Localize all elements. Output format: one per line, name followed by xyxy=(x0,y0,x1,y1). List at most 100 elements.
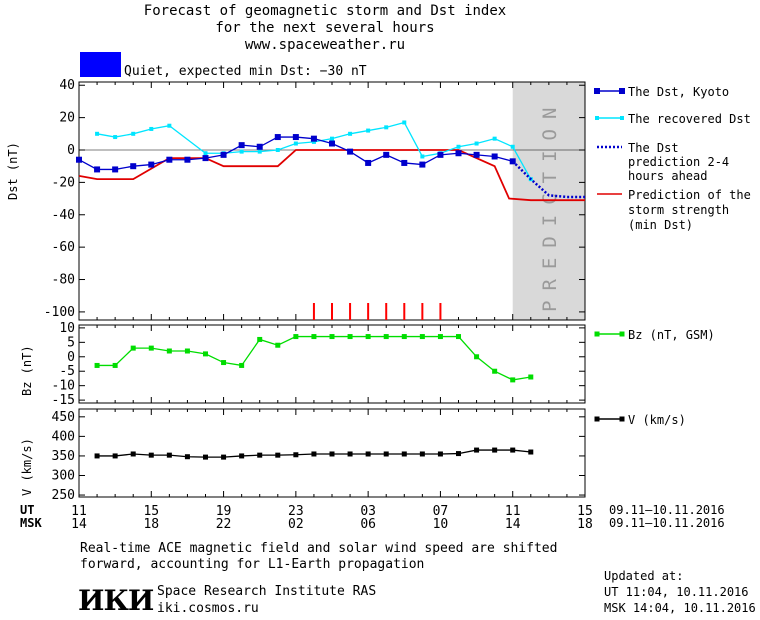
bz-point xyxy=(347,334,353,340)
recovered-dst-point xyxy=(492,136,497,141)
y-tick-label: -40 xyxy=(52,208,75,223)
msk-label: MSK xyxy=(20,516,42,530)
y-tick-label: 10 xyxy=(59,321,75,336)
y-tick-label: 0 xyxy=(67,350,75,365)
updated-msk: MSK 14:04, 10.11.2016 xyxy=(604,601,756,615)
bz-point xyxy=(130,345,136,351)
ut-tick-label: 19 xyxy=(216,504,232,519)
bz-point xyxy=(112,362,118,368)
y-tick-label: 300 xyxy=(52,468,75,483)
msk-tick-label: 14 xyxy=(505,517,521,532)
y-tick-label: 250 xyxy=(52,488,75,503)
ut-label: UT xyxy=(20,503,35,517)
v-point xyxy=(474,447,480,453)
y-tick-label: 5 xyxy=(67,335,75,350)
dst-point xyxy=(220,151,227,158)
bz-point xyxy=(528,374,534,380)
dst-point xyxy=(509,158,516,165)
v-point xyxy=(492,447,498,453)
site-url: www.spaceweather.ru xyxy=(244,37,406,53)
v-point xyxy=(130,451,136,457)
dst-point xyxy=(94,166,101,173)
recovered-dst-point xyxy=(257,149,262,154)
v-point xyxy=(221,454,227,460)
dst-point xyxy=(365,159,372,166)
recovered-dst-point xyxy=(203,151,208,156)
recovered-dst-point xyxy=(474,141,479,146)
legend-symbol-dst-marker xyxy=(619,88,625,94)
legend-label-dst: The Dst, Kyoto xyxy=(628,85,730,99)
recovered-dst-point xyxy=(239,149,244,154)
v-point xyxy=(293,452,299,458)
legend-symbol-bz-marker xyxy=(619,331,625,337)
ut-tick-label: 15 xyxy=(577,504,593,519)
dst-point xyxy=(238,142,245,149)
v-point xyxy=(166,452,172,458)
v-point xyxy=(510,447,516,453)
recovered-dst-point xyxy=(275,148,280,152)
legend-label-storm: Prediction of the storm strength (min Ds… xyxy=(628,188,751,232)
legend-symbol-recovered-marker xyxy=(595,116,599,120)
dst-point xyxy=(76,156,82,163)
status-text: Quiet, expected min Dst: −30 nT xyxy=(124,64,367,79)
v-point xyxy=(401,451,407,457)
y-tick-label: 20 xyxy=(59,111,75,126)
legend-symbol-v-marker xyxy=(594,416,600,422)
bz-point xyxy=(94,362,100,368)
recovered-dst-point xyxy=(293,141,298,146)
dst-point xyxy=(292,134,299,141)
v-point xyxy=(329,451,335,457)
msk-tick-label: 22 xyxy=(216,517,232,532)
v-point xyxy=(275,452,281,458)
y-tick-label: 450 xyxy=(52,410,75,425)
legend-label-v: V (km/s) xyxy=(628,413,686,427)
bz-point xyxy=(311,334,317,340)
y-tick-label: -80 xyxy=(52,273,75,288)
bz-point xyxy=(293,334,299,340)
bz-point xyxy=(474,354,480,360)
recovered-dst-point xyxy=(330,136,334,141)
recovered-dst-point xyxy=(311,139,316,144)
recovered-dst-point xyxy=(149,126,154,131)
v-point xyxy=(94,453,100,459)
bz-axis-label: Bz (nT) xyxy=(20,345,34,396)
v-point xyxy=(437,451,443,457)
dst-point xyxy=(274,134,281,141)
v-point xyxy=(203,454,208,460)
v-point xyxy=(383,451,389,457)
msk-tick-label: 06 xyxy=(360,517,376,532)
dst-prediction-line xyxy=(511,160,585,199)
msk-tick-label: 14 xyxy=(71,517,87,532)
y-tick-label: -100 xyxy=(44,305,75,320)
dst-point xyxy=(256,143,263,150)
dst-point xyxy=(455,150,462,157)
dst-axis-label: Dst (nT) xyxy=(6,142,20,200)
dst-point xyxy=(473,151,480,158)
v-point xyxy=(456,451,461,457)
footer-note-1: Real-time ACE magnetic field and solar w… xyxy=(80,541,558,556)
dst-point xyxy=(166,156,173,163)
bz-point xyxy=(365,334,371,340)
dst-point xyxy=(437,151,444,158)
msk-tick-label: 18 xyxy=(577,517,593,532)
v-point xyxy=(347,451,353,457)
bz-point xyxy=(456,334,461,340)
dst-point xyxy=(310,135,317,142)
legend-label-recovered: The recovered Dst xyxy=(628,112,751,126)
dst-point xyxy=(419,161,426,168)
updated-label: Updated at: xyxy=(604,569,684,583)
bz-point xyxy=(148,345,154,351)
chart-title: Forecast of geomagnetic storm and Dst in… xyxy=(143,3,507,19)
v-point xyxy=(419,451,425,457)
recovered-dst-point xyxy=(131,131,136,136)
dst-point xyxy=(148,161,155,168)
y-tick-label: 350 xyxy=(52,449,75,464)
dst-point xyxy=(112,166,119,173)
legend-symbol-v-marker xyxy=(619,416,625,422)
y-tick-label: 0 xyxy=(67,143,75,158)
ut-tick-label: 11 xyxy=(505,504,521,519)
bz-point xyxy=(221,360,227,366)
bz-point xyxy=(401,334,407,340)
msk-tick-label: 02 xyxy=(288,517,304,532)
status-color-swatch xyxy=(80,52,121,77)
